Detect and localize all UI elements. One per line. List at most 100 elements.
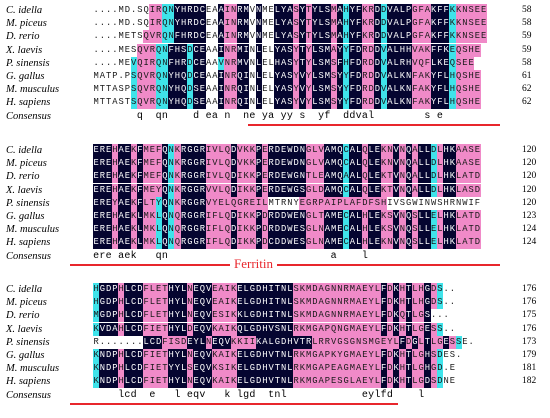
sequence-row: G. gallus M A T P. P S Q V R Q N Y H Q D C E A A I N R Q I N L E L Y A… — [0, 70, 550, 83]
residue-position-number: 120 — [522, 171, 537, 182]
species-label: M. piceus — [6, 158, 47, 170]
residue-position-number: 124 — [522, 224, 537, 235]
consensus-label: Consensus — [6, 250, 51, 262]
ferritin-domain-line — [70, 263, 500, 266]
sequence-row: G. gallus K N D P H L C D F I E T H Y L N E Q V K A I K E L G D H V T N… — [0, 349, 550, 362]
sequence-row: H. sapiens M T T A S T S Q V R Q N Y H Q D S E A A I N R Q I N L E L Y… — [0, 96, 550, 110]
sequence-row: G. gallus E R E H A E K L M K L Q N Q R G G R I F L Q D I K K P D R D D… — [0, 210, 550, 223]
ferritin-domain-line — [248, 123, 500, 126]
sequence-row: M. musculus K N D P H L C D F I E T Y Y L S E Q V K S I K E L G D H V… — [0, 362, 550, 376]
residue-position-number: 62 — [522, 97, 532, 108]
residue-position-number: 58 — [522, 18, 532, 29]
sequence-row: C. idella H G D P H L C D F L E T H Y L N E Q V E A I K E L G D H I T N… — [0, 283, 550, 296]
species-label: M. piceus — [6, 297, 47, 309]
sequence-row: D. rerio M G D P H L C D F L E T H Y L N E Q V E S I K K L G D H I T N L… — [0, 309, 550, 323]
residue-position-number: 123 — [522, 211, 537, 221]
species-label: X. laevis — [6, 44, 43, 56]
residue-position-number: 120 — [522, 197, 537, 208]
species-label: D. rerio — [6, 171, 40, 183]
species-label: M. musculus — [6, 84, 60, 96]
ferritin-domain-line — [70, 402, 398, 405]
species-label: P. sinensis — [6, 336, 50, 348]
residue-position-number: 120 — [522, 145, 537, 155]
species-label: X. laevis — [6, 323, 43, 335]
sequence-row: H. sapiens E R E H A E K L M K L Q N Q R G G R I F L Q D I K K P D C D… — [0, 236, 550, 250]
sequence-row: P. sinensis .... M E V Q I R Q N F H R D C E A A V N R M V N L E L… — [0, 56, 550, 70]
species-label: C. idella — [6, 284, 43, 295]
species-label: G. gallus — [6, 350, 45, 361]
sequence-row: M. piceus E R E H A E K F M E F Q N K R G G R I V L Q D V K K P E R D E… — [0, 157, 550, 171]
residue-position-number: 179 — [522, 350, 537, 360]
species-label: M. musculus — [6, 363, 60, 375]
sequence-row: C. idella E R E H A E K F M E F Q N K R G G R I V L Q D V K K P E R D E… — [0, 144, 550, 157]
ferritin-domain-label: Ferritin — [230, 256, 277, 271]
sequence-row: H. sapiens K N D P H L C D F I E T H Y L N E Q V K A I K E L G D H V T… — [0, 375, 550, 389]
sequence-row: C. idella .... M D. S Q I R Q N Y H R D C E A A I N R M V N M E L Y… — [0, 4, 550, 17]
sequence-row: M. piceus H G D P H L C D F L E T H Y L N E Q V E A I K E L G D H I T N… — [0, 296, 550, 310]
residue-position-number: 58 — [522, 5, 532, 15]
species-label: P. sinensis — [6, 197, 50, 209]
sequence-row: X. laevis E R E H A E K F M E Y Q N K R G G R V V L Q D I K K P E R D E… — [0, 183, 550, 197]
residue-position-number: 173 — [522, 336, 537, 347]
residue-position-number: 120 — [522, 158, 537, 169]
sequence-row: X. laevis K V D A H L C D F I E T H Y L D E Q V K A I K Q L G D H V S N… — [0, 322, 550, 336]
residue-position-number: 58 — [522, 57, 532, 68]
residue-position-number: 176 — [522, 297, 537, 308]
consensus-label: Consensus — [6, 110, 51, 122]
species-label: G. gallus — [6, 71, 45, 82]
species-label: H. sapiens — [6, 97, 51, 109]
sequence-row: M. piceus .... M D. S Q I R Q N Y H R D C E A A I N R M V N M E L Y… — [0, 17, 550, 31]
species-label: H. sapiens — [6, 376, 51, 388]
sequence-row: X. laevis .... M E S Q V R Q N F H S D C E A A I N R M I N L E L Y A… — [0, 43, 550, 57]
species-label: D. rerio — [6, 310, 40, 322]
sequence-row: P. sinensis E R E Y A E K F L T Y Q N K R G G R V Y E L Q G R E I L M… — [0, 196, 550, 210]
residue-position-number: 182 — [522, 376, 537, 387]
residue-position-number: 59 — [522, 31, 532, 42]
residue-position-number: 62 — [522, 84, 532, 95]
residue-position-number: 124 — [522, 237, 537, 248]
species-label: X. laevis — [6, 184, 43, 196]
consensus-label: Consensus — [6, 389, 51, 401]
residue-position-number: 61 — [522, 71, 532, 81]
species-label: H. sapiens — [6, 237, 51, 249]
sequence-row: P. sinensis R....... L C D F I S D E Y L N E Q V K K I I K A L… — [0, 335, 550, 349]
species-label: C. idella — [6, 5, 43, 16]
residue-position-number: 176 — [522, 284, 537, 294]
residue-position-number: 59 — [522, 44, 532, 55]
sequence-row: D. rerio .... M E T S Q V R Q N F H R D C E A A I N R M V N M E L Y A… — [0, 30, 550, 44]
residue-position-number: 181 — [522, 363, 537, 374]
species-label: M. musculus — [6, 224, 60, 236]
sequence-row: M. musculus M T T A S P S Q V R Q N Y H Q D S E A A I N R Q I N L E L… — [0, 83, 550, 97]
species-label: M. piceus — [6, 18, 47, 30]
species-label: D. rerio — [6, 31, 40, 43]
